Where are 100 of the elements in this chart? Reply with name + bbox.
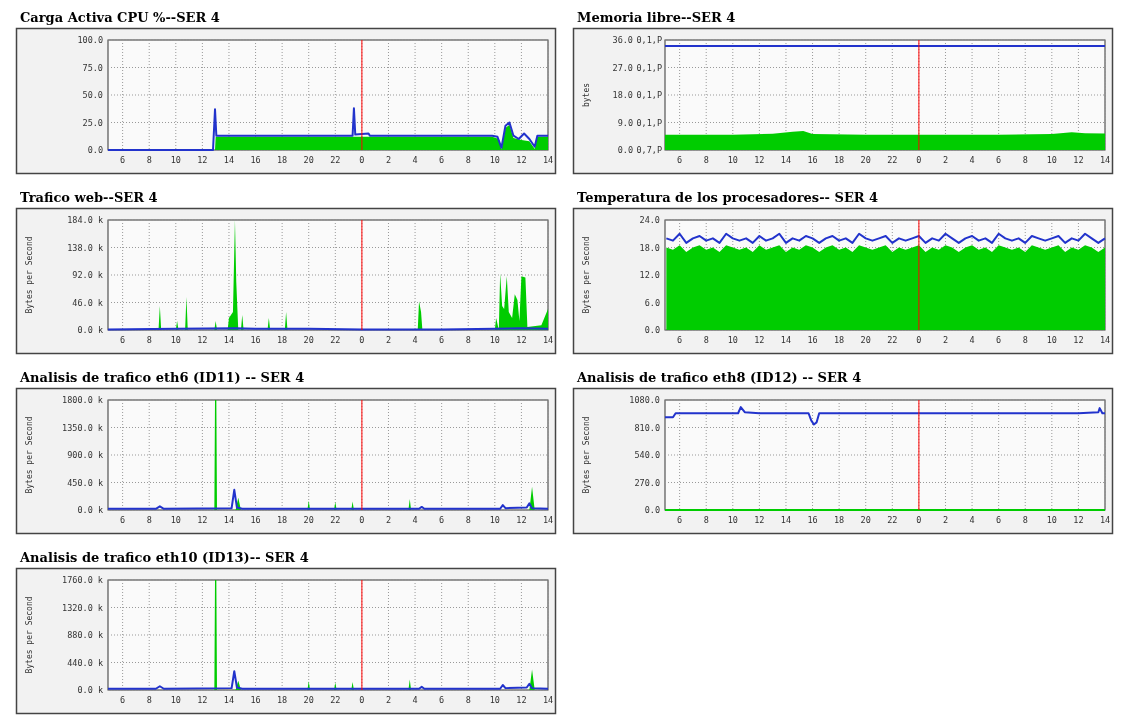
x-tick-label: 12 bbox=[1073, 335, 1084, 345]
x-tick-label: 4 bbox=[412, 335, 418, 345]
y-tick-label: 12.0 bbox=[639, 270, 660, 280]
x-tick-label: 14 bbox=[1099, 335, 1111, 345]
x-tick-label: 22 bbox=[330, 695, 341, 705]
y-axis-title: Bytes per Second bbox=[582, 236, 591, 314]
x-tick-label: 10 bbox=[170, 515, 181, 525]
x-tick-label: 6 bbox=[677, 155, 683, 165]
x-tick-label: 22 bbox=[330, 515, 341, 525]
y-tick-label: 18.0 bbox=[639, 242, 660, 253]
y-axis-title: Bytes per Second bbox=[582, 416, 591, 494]
x-tick-label: 4 bbox=[969, 335, 975, 345]
y-tick-label: 0.0 bbox=[644, 505, 660, 515]
y-tick-label: 1800.0 k bbox=[62, 395, 103, 405]
x-tick-label: 12 bbox=[516, 335, 527, 345]
y-tick-label: 184.0 k bbox=[67, 215, 103, 225]
x-tick-label: 10 bbox=[489, 155, 500, 165]
y-tick-label: 0.0 k bbox=[77, 685, 103, 695]
x-tick-label: 2 bbox=[942, 155, 949, 165]
x-tick-label: 6 bbox=[996, 155, 1002, 165]
x-tick-label: 8 bbox=[1022, 155, 1028, 165]
x-tick-label: 18 bbox=[277, 155, 288, 165]
x-tick-label: 0 bbox=[359, 335, 365, 345]
y-tick-label: 1080.0 bbox=[629, 395, 660, 405]
x-tick-label: 6 bbox=[439, 695, 445, 705]
x-tick-label: 20 bbox=[860, 515, 871, 525]
x-tick-label: 6 bbox=[996, 515, 1002, 525]
y-tick-label: 0.0 k bbox=[77, 325, 103, 335]
y-tick-label: 27.0 bbox=[612, 62, 633, 73]
x-tick-label: 2 bbox=[385, 155, 392, 165]
x-tick-label: 6 bbox=[439, 335, 445, 345]
x-tick-label: 8 bbox=[146, 155, 152, 165]
x-tick-label: 22 bbox=[887, 155, 898, 165]
y-tick-label: 50.0 bbox=[82, 90, 103, 100]
x-tick-label: 20 bbox=[303, 335, 314, 345]
x-tick-label: 2 bbox=[385, 695, 392, 705]
x-tick-label: 0 bbox=[916, 155, 922, 165]
x-tick-label: 10 bbox=[170, 335, 181, 345]
chart-title: Temperatura de los procesadores-- SER 4 bbox=[577, 190, 879, 205]
x-tick-label: 6 bbox=[120, 515, 126, 525]
x-tick-label: 8 bbox=[1022, 335, 1028, 345]
y-tick-label: 36.0 bbox=[612, 35, 633, 45]
x-tick-label: 10 bbox=[727, 335, 738, 345]
x-tick-label: 14 bbox=[780, 515, 792, 525]
x-tick-label: 14 bbox=[223, 695, 235, 705]
y-tick-label: 6.0 bbox=[644, 297, 660, 308]
x-tick-label: 8 bbox=[465, 335, 471, 345]
y-tick-label: 900.0 k bbox=[67, 450, 103, 460]
chart-title: Memoria libre--SER 4 bbox=[577, 10, 736, 25]
x-tick-label: 16 bbox=[807, 155, 818, 165]
y-tick-label: 880.0 k bbox=[67, 630, 103, 640]
x-tick-label: 12 bbox=[1073, 515, 1084, 525]
y-tick-label: 18.0 bbox=[612, 90, 633, 100]
x-tick-label: 0 bbox=[916, 515, 922, 525]
x-tick-label: 18 bbox=[834, 515, 845, 525]
x-tick-label: 16 bbox=[250, 515, 261, 525]
x-tick-label: 8 bbox=[465, 155, 471, 165]
x-tick-label: 0 bbox=[359, 515, 365, 525]
x-tick-label: 10 bbox=[489, 695, 500, 705]
x-tick-label: 10 bbox=[1046, 335, 1057, 345]
chart-title: Trafico web--SER 4 bbox=[20, 190, 158, 205]
y-tick-label: 440.0 k bbox=[67, 657, 103, 668]
chart-title: Carga Activa CPU %--SER 4 bbox=[20, 10, 220, 25]
x-tick-label: 12 bbox=[1073, 155, 1084, 165]
x-tick-label: 0 bbox=[916, 335, 922, 345]
x-tick-label: 22 bbox=[887, 515, 898, 525]
text: 0,7,P bbox=[636, 145, 662, 155]
text: 0,1,P bbox=[636, 62, 662, 73]
x-tick-label: 16 bbox=[250, 155, 261, 165]
x-tick-label: 8 bbox=[465, 515, 471, 525]
x-tick-label: 2 bbox=[385, 335, 392, 345]
line-series bbox=[665, 232, 1106, 244]
x-tick-label: 14 bbox=[542, 695, 554, 705]
x-tick-label: 20 bbox=[860, 335, 871, 345]
y-tick-label: 92.0 k bbox=[72, 270, 103, 280]
chart-title: Analisis de trafico eth6 (ID11) -- SER 4 bbox=[19, 370, 305, 385]
y-tick-label: 100.0 bbox=[77, 35, 103, 45]
x-tick-label: 10 bbox=[489, 335, 500, 345]
x-tick-label: 6 bbox=[120, 335, 126, 345]
x-tick-label: 10 bbox=[1046, 155, 1057, 165]
x-tick-label: 8 bbox=[146, 695, 152, 705]
x-tick-label: 20 bbox=[860, 155, 871, 165]
x-tick-label: 16 bbox=[250, 335, 261, 345]
y-tick-label: 75.0 bbox=[82, 62, 103, 73]
text: 0,1,P bbox=[636, 35, 662, 45]
x-tick-label: 12 bbox=[197, 335, 208, 345]
x-tick-label: 10 bbox=[170, 155, 181, 165]
x-tick-label: 18 bbox=[277, 695, 288, 705]
x-tick-label: 12 bbox=[197, 155, 208, 165]
chart-title: Analisis de trafico eth10 (ID13)-- SER 4 bbox=[19, 550, 309, 565]
x-tick-label: 8 bbox=[703, 335, 709, 345]
text: 0,1,P bbox=[636, 90, 662, 100]
y-tick-label: 0.0 bbox=[644, 325, 660, 335]
x-tick-label: 16 bbox=[807, 335, 818, 345]
x-tick-label: 12 bbox=[754, 155, 765, 165]
x-tick-label: 18 bbox=[277, 515, 288, 525]
x-tick-label: 22 bbox=[330, 155, 341, 165]
x-tick-label: 6 bbox=[677, 335, 683, 345]
x-tick-label: 6 bbox=[120, 155, 126, 165]
y-axis-title: Bytes per Second bbox=[25, 236, 34, 314]
